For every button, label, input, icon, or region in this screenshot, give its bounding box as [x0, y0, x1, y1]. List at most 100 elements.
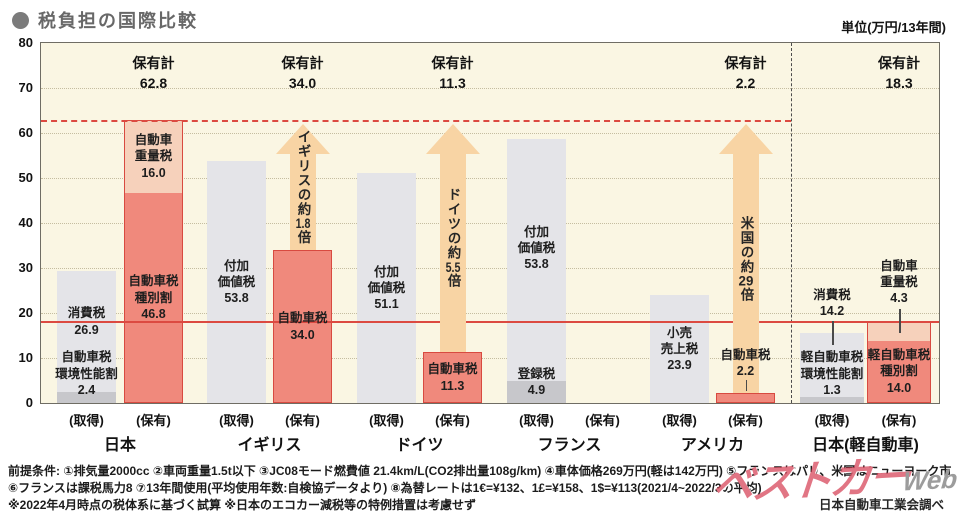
- bar-segment: [125, 192, 182, 402]
- label-pointer-line: [832, 321, 834, 346]
- gridline: [41, 88, 939, 89]
- x-label-country: イギリス: [237, 437, 302, 454]
- segment-label: 付加 価値税 53.8: [217, 258, 256, 306]
- own-bar-5: [867, 320, 931, 403]
- acquire-bar-4: [650, 295, 709, 403]
- arrow-label-part: イギリスの約: [295, 129, 311, 217]
- segment-label: 軽自動車税 環境性能割 1.3: [800, 350, 864, 397]
- unit-label: 単位(万円/13年間): [841, 20, 946, 35]
- footnote-conditions: 前提条件: ①排気量2000cc ②車両重量1.5t以下 ③JC08モード燃費値…: [8, 464, 952, 495]
- x-label-acquire: (取得): [219, 413, 254, 428]
- x-label-own: (保有): [136, 413, 171, 428]
- x-label-acquire: (取得): [369, 413, 404, 428]
- arrow-tail: [732, 154, 759, 394]
- arrow-head: [718, 124, 773, 155]
- footnote: 前提条件: ①排気量2000cc ②車両重量1.5t以下 ③JC08モード燃費値…: [8, 463, 954, 513]
- page-title: 税負担の国際比較: [12, 7, 198, 33]
- own-bar-1: [273, 250, 332, 403]
- bar-segment: [507, 138, 566, 381]
- source-label: 日本自動車工業会調べ: [818, 498, 944, 512]
- segment-label: 付加 価値税 51.1: [367, 264, 406, 312]
- acquire-bar-0: [57, 271, 116, 403]
- bar-segment: [57, 392, 116, 403]
- y-tick-label: 20: [18, 305, 33, 320]
- x-label-country: ドイツ: [395, 437, 444, 454]
- gridline: [41, 178, 939, 179]
- own-total-label: 保有計 2.2: [724, 55, 767, 91]
- arrow-tail: [289, 154, 316, 250]
- own-total-label: 保有計 34.0: [281, 55, 324, 91]
- bar-segment: [125, 121, 182, 193]
- gridline: [41, 133, 939, 134]
- bar-segment: [357, 173, 416, 403]
- x-label-own: (保有): [435, 413, 470, 428]
- own-total-label: 保有計 62.8: [132, 55, 175, 91]
- x-axis-labels: (取得) (保有) 日本 (取得) (保有) イギリス (取得) (保有) ドイツ (取得) (保有…: [0, 404, 960, 462]
- bar-segment: [507, 380, 566, 403]
- arrow-label-part: ドイツの約: [445, 188, 461, 261]
- segment-label: 小売 売上税 23.9: [660, 325, 699, 373]
- x-label-own: (保有): [285, 413, 320, 428]
- x-label-country: アメリカ: [680, 437, 745, 454]
- segment-label: 軽自動車税 種別割 14.0: [867, 348, 931, 395]
- x-label-country: 日本: [103, 437, 137, 454]
- bar-segment: [717, 394, 774, 402]
- segment-label: 付加 価値税 53.8: [517, 224, 556, 272]
- arrow-tail: [439, 154, 466, 353]
- bar-segment: [57, 271, 116, 393]
- own-total-label: 保有計 18.3: [878, 55, 920, 91]
- x-label-acquire: (取得): [814, 413, 850, 428]
- gridline: [41, 223, 939, 224]
- y-tick-label: 40: [18, 215, 33, 230]
- comparison-arrow: 米国の約29倍: [718, 124, 773, 394]
- arrow-label: イギリスの約1.8倍: [293, 130, 313, 245]
- segment-label: 自動車税 34.0: [277, 311, 328, 342]
- section-separator-line: [791, 43, 792, 403]
- segment-label: 自動車税 種別割 46.8: [128, 274, 179, 321]
- bar-segment: [424, 353, 481, 402]
- y-tick-label: 70: [18, 80, 33, 95]
- arrow-label-part: 倍: [738, 287, 754, 302]
- x-label-country: フランス: [537, 437, 602, 454]
- x-label-acquire: (取得): [519, 413, 554, 428]
- own-bar-4: [716, 393, 775, 403]
- segment-label: 消費税 26.9: [67, 306, 106, 337]
- own-bar-0: [124, 120, 183, 403]
- comparison-arrow: ドイツの約5.5倍: [425, 124, 480, 353]
- bar-segment: [207, 160, 266, 403]
- label-pointer-line: [745, 380, 747, 392]
- arrow-label-part: 米国の約: [738, 215, 754, 274]
- plot-area: 自動車税 環境性能割 2.4 消費税 26.9 自動車税 種別割 46.8 自動車 重…: [40, 42, 940, 404]
- x-label-acquire: (取得): [69, 413, 104, 428]
- x-label-country: 日本(軽自動車): [812, 437, 919, 454]
- arrow-head: [275, 124, 330, 155]
- arrow-label-part: 1.8: [295, 216, 311, 231]
- x-label-acquire: (取得): [662, 413, 697, 428]
- comparison-arrow: イギリスの約1.8倍: [275, 124, 330, 250]
- arrow-label-part: 29: [738, 273, 754, 288]
- label-pointer-line: [899, 308, 901, 333]
- bar-segment: [274, 251, 331, 402]
- arrow-label-part: 5.5: [445, 260, 461, 275]
- reference-line-solid: [41, 320, 939, 323]
- gridline: [41, 313, 939, 314]
- arrow-label: ドイツの約5.5倍: [443, 188, 463, 289]
- gridline: [41, 268, 939, 269]
- y-axis: 0 10 20 30 40 50 60 70 80: [0, 35, 36, 410]
- y-tick-label: 50: [18, 170, 33, 185]
- y-tick-label: 10: [18, 350, 33, 365]
- acquire-bar-3: [507, 138, 566, 403]
- reference-line-dashed: [41, 120, 791, 123]
- segment-label-above: 自動車 重量税 4.3: [880, 258, 918, 306]
- acquire-bar-2: [357, 173, 416, 403]
- gridline: [41, 358, 939, 359]
- page-title-text: 税負担の国際比較: [38, 11, 198, 31]
- bullet-icon: [12, 11, 29, 29]
- own-bar-2: [423, 352, 482, 403]
- segment-label: 自動車 重量税 16.0: [134, 133, 173, 180]
- segment-label: 自動車税 環境性能割 2.4: [55, 350, 118, 397]
- segment-label: 自動車税 11.3: [427, 362, 478, 393]
- arrow-head: [425, 124, 480, 155]
- arrow-label: 米国の約29倍: [736, 216, 756, 302]
